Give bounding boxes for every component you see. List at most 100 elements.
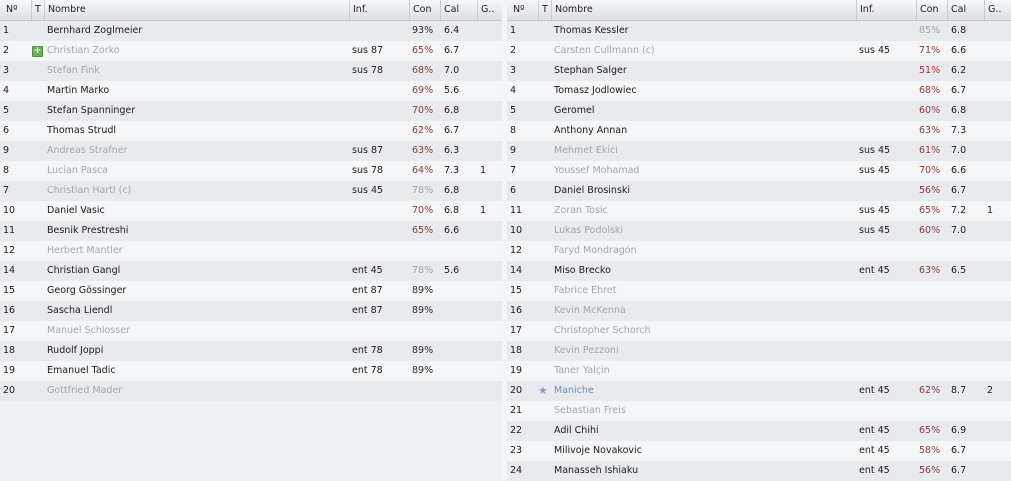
table-row[interactable]: 6 Daniel Brosinski 56% 6.7 [507,181,1011,201]
player-number: 1 [510,25,517,36]
table-row[interactable]: 21 Sebastian Freis [507,401,1011,421]
table-row[interactable]: 23 Milivoje Novakovic ent 45 58% 6.7 [507,441,1011,461]
col-header-goals[interactable]: G.. [477,0,501,20]
col-header-inf[interactable]: Inf. [349,0,405,20]
table-row[interactable]: 8 Lucian Pasca sus 78 64% 7.3 1 [0,161,502,181]
player-name: Besnik Prestreshi [47,225,129,236]
player-condition: 68% [412,65,434,76]
player-info: ent 45 [859,265,890,276]
player-name: Kevin McKenna [554,305,626,316]
player-condition: 56% [919,465,941,476]
table-row[interactable]: 5 Geromel 60% 6.8 [507,101,1011,121]
table-row[interactable]: 16 Sascha Liendl ent 87 89% [0,301,502,321]
table-row[interactable]: 10 Daniel Vasic 70% 6.8 1 [0,201,502,221]
player-number: 24 [510,465,523,476]
player-number: 1 [3,25,10,36]
table-row[interactable]: 12 Herbert Mantler [0,241,502,261]
col-header-cal[interactable]: Cal [440,0,474,20]
player-number: 2 [3,45,10,56]
player-condition: 63% [412,145,434,156]
player-number: 20 [3,385,16,396]
table-row[interactable]: 7 Youssef Mohamad sus 45 70% 6.6 [507,161,1011,181]
table-row[interactable]: 20 Gottfried Mader [0,381,502,401]
table-row[interactable]: 18 Rudolf Joppi ent 78 89% [0,341,502,361]
table-row[interactable]: 7 Christian Hartl (c) sus 45 78% 6.8 [0,181,502,201]
table-row[interactable]: 15 Georg Gössinger ent 87 89% [0,281,502,301]
player-condition: 69% [412,85,434,96]
table-row[interactable]: 15 Fabrice Ehret [507,281,1011,301]
table-row[interactable]: 5 Stefan Spanninger 70% 6.8 [0,101,502,121]
table-row[interactable]: 14 Christian Gangl ent 45 78% 5.6 [0,261,502,281]
player-goals: 1 [480,165,487,176]
table-row[interactable]: 24 Manasseh Ishiaku ent 45 56% 6.7 [507,461,1011,481]
player-rating: 7.0 [444,65,460,76]
col-header-inf[interactable]: Inf. [856,0,912,20]
table-row[interactable]: 6 Thomas Strudl 62% 6.7 [0,121,502,141]
table-row[interactable]: 4 Martin Marko 69% 5.6 [0,81,502,101]
player-number: 17 [510,325,523,336]
table-row[interactable]: 9 Mehmet Ekici sus 45 61% 7.0 [507,141,1011,161]
player-condition: 51% [919,65,941,76]
table-row[interactable]: 1 Bernhard Zoglmeier 93% 6.4 [0,21,502,41]
player-list: 1 Bernhard Zoglmeier 93% 6.4 2 + Christian Zor… [0,21,502,401]
table-row[interactable]: 3 Stefan Fink sus 78 68% 7.0 [0,61,502,81]
table-row[interactable]: 11 Zoran Tosic sus 45 65% 7.2 1 [507,201,1011,221]
player-number: 10 [3,205,16,216]
table-row[interactable]: 16 Kevin McKenna [507,301,1011,321]
player-rating: 6.7 [951,465,967,476]
player-number: 8 [3,165,10,176]
col-header-name[interactable]: Nombre [44,0,348,20]
table-row[interactable]: 1 Thomas Kessler 85% 6.8 [507,21,1011,41]
col-header-name[interactable]: Nombre [551,0,855,20]
player-info: sus 45 [352,185,384,196]
player-number: 2 [510,45,517,56]
table-row[interactable]: 22 Adil Chihi ent 45 65% 6.9 [507,421,1011,441]
col-header-goals[interactable]: G.. [984,0,1008,20]
table-row[interactable]: 17 Manuel Schlosser [0,321,502,341]
player-condition: 65% [412,225,434,236]
col-header-number[interactable]: Nº [513,4,525,15]
table-row[interactable]: 9 Andreas Strafner sus 87 63% 6.3 [0,141,502,161]
player-condition: 64% [412,165,434,176]
table-row[interactable]: 4 Tomasz Jodlowiec 68% 6.7 [507,81,1011,101]
player-info: sus 45 [859,225,891,236]
player-list: 1 Thomas Kessler 85% 6.8 2 Carsten Cullmann (… [507,21,1011,481]
player-number: 7 [3,185,10,196]
player-rating: 6.8 [951,105,967,116]
player-info: sus 45 [859,45,891,56]
table-row[interactable]: 8 Anthony Annan 63% 7.3 [507,121,1011,141]
player-number: 15 [510,285,523,296]
col-header-t[interactable]: T [538,0,550,20]
player-number: 22 [510,425,523,436]
player-info: ent 45 [859,425,890,436]
col-header-t[interactable]: T [31,0,43,20]
table-row[interactable]: 2 Carsten Cullmann (c) sus 45 71% 6.6 [507,41,1011,61]
table-row[interactable]: 20 ★ Maniche ent 45 62% 8.7 2 [507,381,1011,401]
player-info: sus 45 [859,145,891,156]
player-condition: 62% [919,385,941,396]
player-condition: 65% [919,205,941,216]
table-row[interactable]: 2 + Christian Zorko sus 87 65% 6.7 [0,41,502,61]
table-row[interactable]: 11 Besnik Prestreshi 65% 6.6 [0,221,502,241]
player-name: Emanuel Tadic [47,365,116,376]
table-row[interactable]: 14 Miso Brecko ent 45 63% 6.5 [507,261,1011,281]
table-row[interactable]: 18 Kevin Pezzoni [507,341,1011,361]
player-name: Geromel [554,105,595,116]
table-row[interactable]: 10 Lukas Podolski sus 45 60% 7.0 [507,221,1011,241]
col-header-con[interactable]: Con [409,0,437,20]
col-header-con[interactable]: Con [916,0,944,20]
player-number: 3 [3,65,10,76]
col-header-number[interactable]: Nº [6,4,18,15]
table-row[interactable]: 12 Faryd Mondragón [507,241,1011,261]
player-name: Andreas Strafner [47,145,128,156]
star-icon: ★ [538,384,548,397]
player-rating: 6.7 [951,85,967,96]
player-name: Martin Marko [47,85,110,96]
plus-icon[interactable]: + [32,46,43,57]
table-row[interactable]: 19 Taner Yalçin [507,361,1011,381]
player-rating: 6.8 [444,205,460,216]
table-row[interactable]: 3 Stephan Salger 51% 6.2 [507,61,1011,81]
table-row[interactable]: 19 Emanuel Tadic ent 78 89% [0,361,502,381]
col-header-cal[interactable]: Cal [947,0,981,20]
table-row[interactable]: 17 Christopher Schorch [507,321,1011,341]
